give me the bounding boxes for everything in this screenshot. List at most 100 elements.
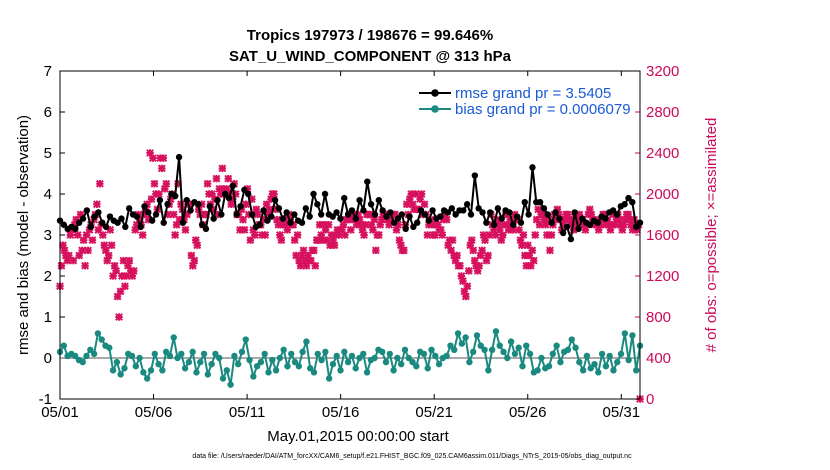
rmse-point [187, 207, 194, 214]
x-tick-label: 05/31 [603, 404, 641, 421]
bias-point [189, 348, 196, 356]
bias-point [212, 350, 219, 358]
rmse-point [260, 207, 267, 214]
bias-series [56, 328, 644, 388]
bias-point [276, 354, 284, 362]
bias-point [595, 369, 602, 376]
rmse-point [118, 215, 125, 222]
bias-point [341, 348, 348, 356]
obs-point [98, 231, 107, 239]
rmse-point [210, 215, 217, 222]
rmse-point [602, 215, 609, 222]
bias-point [507, 338, 515, 345]
bias-point [333, 352, 340, 360]
bias-point [250, 373, 257, 380]
bias-point [200, 350, 208, 358]
obs-point [69, 256, 78, 265]
bias-point [87, 346, 94, 353]
bias-point [269, 356, 276, 364]
rmse-point [341, 194, 348, 202]
bias-point [466, 358, 473, 366]
obs-point [529, 256, 538, 265]
bias-point [568, 336, 575, 343]
bias-point [193, 369, 200, 376]
rmse-point [536, 199, 544, 206]
bias-point [299, 348, 306, 356]
bias-point [379, 348, 386, 356]
rmse-point [594, 219, 601, 226]
bias-point [557, 358, 564, 366]
obs-point [453, 251, 461, 260]
bias-point [132, 363, 140, 370]
rmse-point [402, 225, 409, 233]
obs-point [159, 154, 168, 163]
bias-point [166, 352, 174, 360]
rmse-point [364, 178, 371, 185]
bias-point [564, 346, 572, 353]
bias-point [587, 365, 594, 372]
rmse-point [202, 225, 210, 233]
obs-point [157, 164, 166, 173]
rmse-point [175, 153, 183, 161]
rmse-point [245, 190, 252, 198]
bias-point [473, 332, 481, 339]
y-right-tick-label: 2000 [646, 186, 679, 203]
obs-point [371, 246, 380, 255]
obs-point [212, 174, 221, 183]
legend-rmse-marker [431, 89, 439, 97]
rmse-point [575, 225, 582, 233]
bias-point [356, 354, 363, 362]
x-tick-label: 05/26 [509, 404, 547, 421]
obs-point [309, 246, 318, 255]
rmse-point [310, 190, 317, 198]
bias-point [500, 348, 507, 356]
obs-point [519, 231, 528, 239]
obs-point [399, 246, 408, 255]
rmse-point [494, 205, 502, 212]
bias-point [265, 369, 272, 376]
x-tick-label: 05/16 [322, 404, 360, 421]
x-axis-label: May.01,2015 00:00:00 start [267, 428, 449, 445]
rmse-point [91, 213, 98, 220]
bias-point [79, 358, 86, 366]
bias-point [117, 371, 124, 378]
bias-point [325, 375, 333, 382]
rmse-point [625, 194, 632, 202]
rmse-point [183, 196, 190, 204]
y-axis-right: 0 400 800 1200 1600 2000 2400 2800 3200 [635, 63, 679, 408]
y-tick-label: 2 [44, 268, 52, 285]
bias-point [462, 334, 469, 341]
obs-point [150, 179, 159, 188]
bias-point [625, 356, 632, 364]
bias-point [488, 346, 496, 353]
bias-point [303, 338, 310, 345]
obs-point [546, 246, 554, 255]
bias-point [538, 354, 545, 362]
rmse-point [510, 221, 517, 228]
rmse-point [321, 190, 329, 198]
rmse-point [460, 207, 467, 214]
bias-point [572, 344, 579, 351]
obs-point [169, 210, 178, 219]
bias-point [458, 340, 466, 347]
rmse-point [486, 209, 494, 216]
obs-point [154, 190, 163, 198]
bias-point [576, 358, 583, 366]
bias-point [614, 358, 621, 366]
bias-point [143, 375, 151, 382]
bias-point [140, 369, 147, 376]
bias-point [413, 363, 420, 370]
obs-point [73, 231, 82, 239]
obs-point [239, 215, 247, 224]
bias-point [223, 367, 230, 374]
obs-point [224, 174, 233, 183]
bias-point [98, 336, 105, 343]
bias-point [128, 352, 136, 360]
rmse-point [275, 205, 283, 212]
plot-frame [59, 70, 641, 400]
bias-point [470, 348, 477, 356]
obs-point [311, 261, 320, 270]
rmse-point [406, 213, 413, 220]
bias-point [284, 363, 291, 370]
